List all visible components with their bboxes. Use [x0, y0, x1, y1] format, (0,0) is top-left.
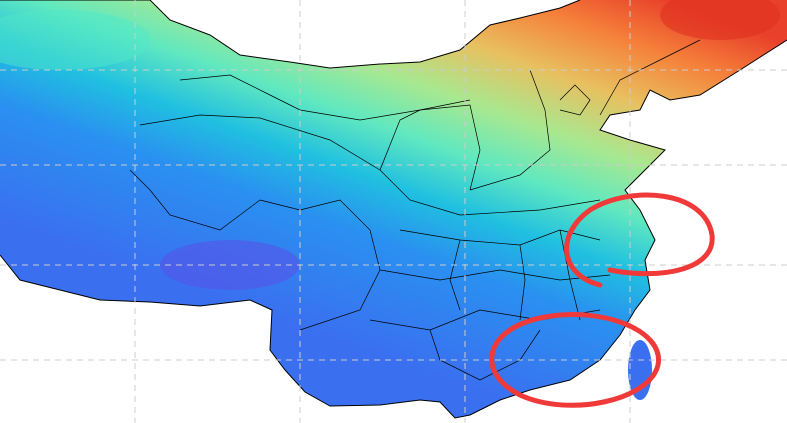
- highlight-circles: [489, 192, 715, 408]
- highlight-circle: [564, 192, 715, 288]
- province-borders: [129, 39, 701, 381]
- highlight-circle: [489, 312, 661, 408]
